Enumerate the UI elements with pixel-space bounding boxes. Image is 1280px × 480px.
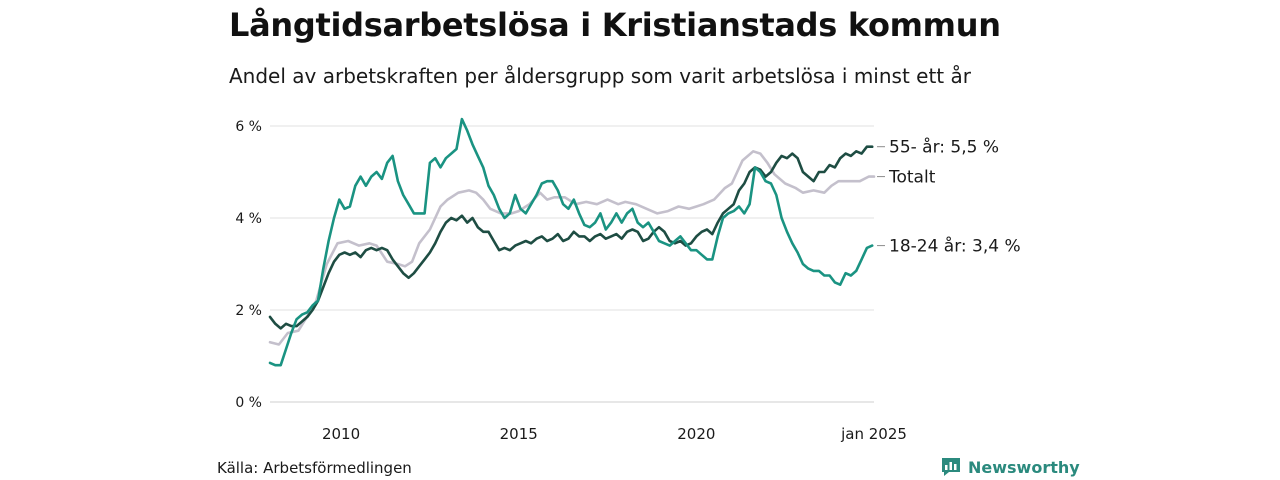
y-tick-label: 4 %: [235, 211, 262, 227]
brand-name: Newsworthy: [968, 457, 1080, 477]
source-note: Källa: Arbetsförmedlingen: [217, 459, 412, 477]
y-tick-label: 6 %: [235, 119, 262, 135]
brand-logo: Newsworthy: [940, 456, 1080, 478]
x-tick-label: 2010: [322, 425, 360, 443]
series-line: [268, 145, 874, 330]
x-tick-label: jan 2025: [840, 425, 907, 443]
newsworthy-logo-icon: [942, 458, 960, 476]
series-line: [268, 150, 876, 346]
x-tick-label: 2015: [500, 425, 538, 443]
chart-subtitle: Andel av arbetskraften per åldersgrupp s…: [229, 64, 971, 88]
series-end-label: 18-24 år: 3,4 %: [889, 236, 1021, 257]
y-tick-label: 2 %: [235, 303, 262, 319]
x-tick-label: 2020: [677, 425, 715, 443]
series-end-label: 55- år: 5,5 %: [889, 137, 999, 158]
series-line: [268, 117, 874, 367]
series-end-label: Totalt: [888, 168, 936, 188]
y-tick-label: 0 %: [235, 395, 262, 411]
chart-title: Långtidsarbetslösa i Kristianstads kommu…: [229, 6, 1001, 44]
